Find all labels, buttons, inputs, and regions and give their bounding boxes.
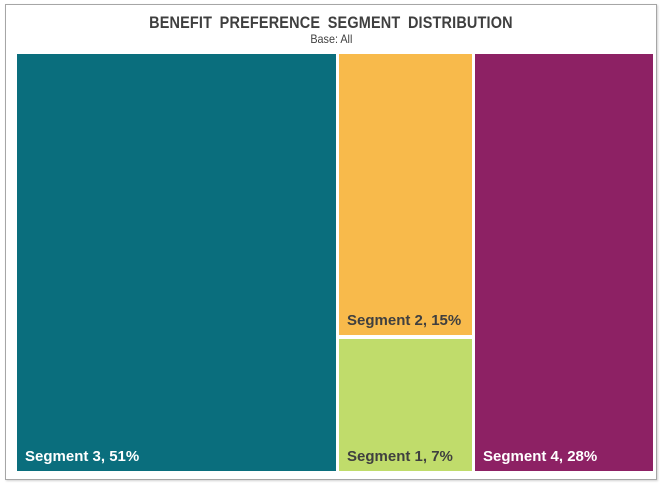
chart-subtitle-text: Base: All xyxy=(309,32,353,46)
segment-1-label: Segment 1, 7% xyxy=(347,448,453,465)
segment-3-label: Segment 3, 51% xyxy=(25,448,140,465)
chart-title-text: BENEFIT PREFERENCE SEGMENT DISTRIBUTION xyxy=(149,13,513,32)
treemap-segment-4: Segment 4, 28% xyxy=(475,54,653,471)
treemap-segment-3: Segment 3, 51% xyxy=(17,54,336,471)
chart-subtitle: Base: All xyxy=(6,32,656,46)
treemap-segment-2: Segment 2, 15% xyxy=(339,54,472,335)
treemap-segment-1: Segment 1, 7% xyxy=(339,339,472,471)
chart-title: BENEFIT PREFERENCE SEGMENT DISTRIBUTION xyxy=(6,13,656,33)
chart-frame: BENEFIT PREFERENCE SEGMENT DISTRIBUTION … xyxy=(5,4,657,480)
segment-2-label: Segment 2, 15% xyxy=(347,312,462,329)
segment-4-label: Segment 4, 28% xyxy=(483,448,598,465)
